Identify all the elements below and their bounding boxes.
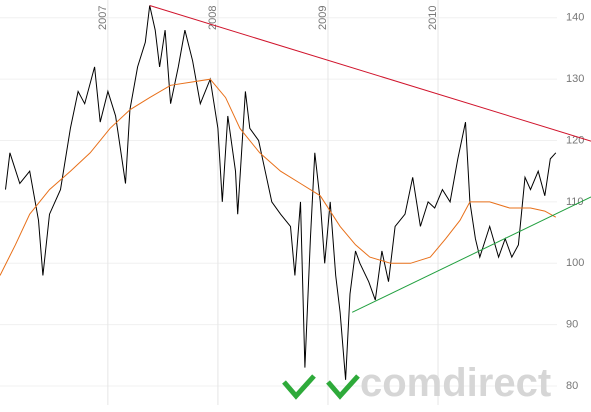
watermark: comdirect [360, 361, 551, 405]
series-line [351, 196, 591, 313]
y-tick-label: 90 [566, 319, 578, 331]
x-tick-label: 2007 [97, 6, 109, 30]
plot [0, 5, 591, 380]
series-line [149, 5, 591, 142]
x-tick-label: 2010 [427, 6, 439, 30]
check-icon [326, 374, 360, 400]
y-tick-label: 80 [566, 380, 578, 392]
series-line [0, 78, 557, 276]
y-tick-label: 100 [566, 257, 584, 269]
y-tick-label: 130 [566, 73, 584, 85]
series-line [5, 5, 557, 380]
y-tick-label: 140 [566, 12, 584, 24]
x-tick-label: 2009 [317, 6, 329, 30]
y-tick-label: 110 [566, 196, 584, 208]
check-icon [282, 374, 316, 400]
